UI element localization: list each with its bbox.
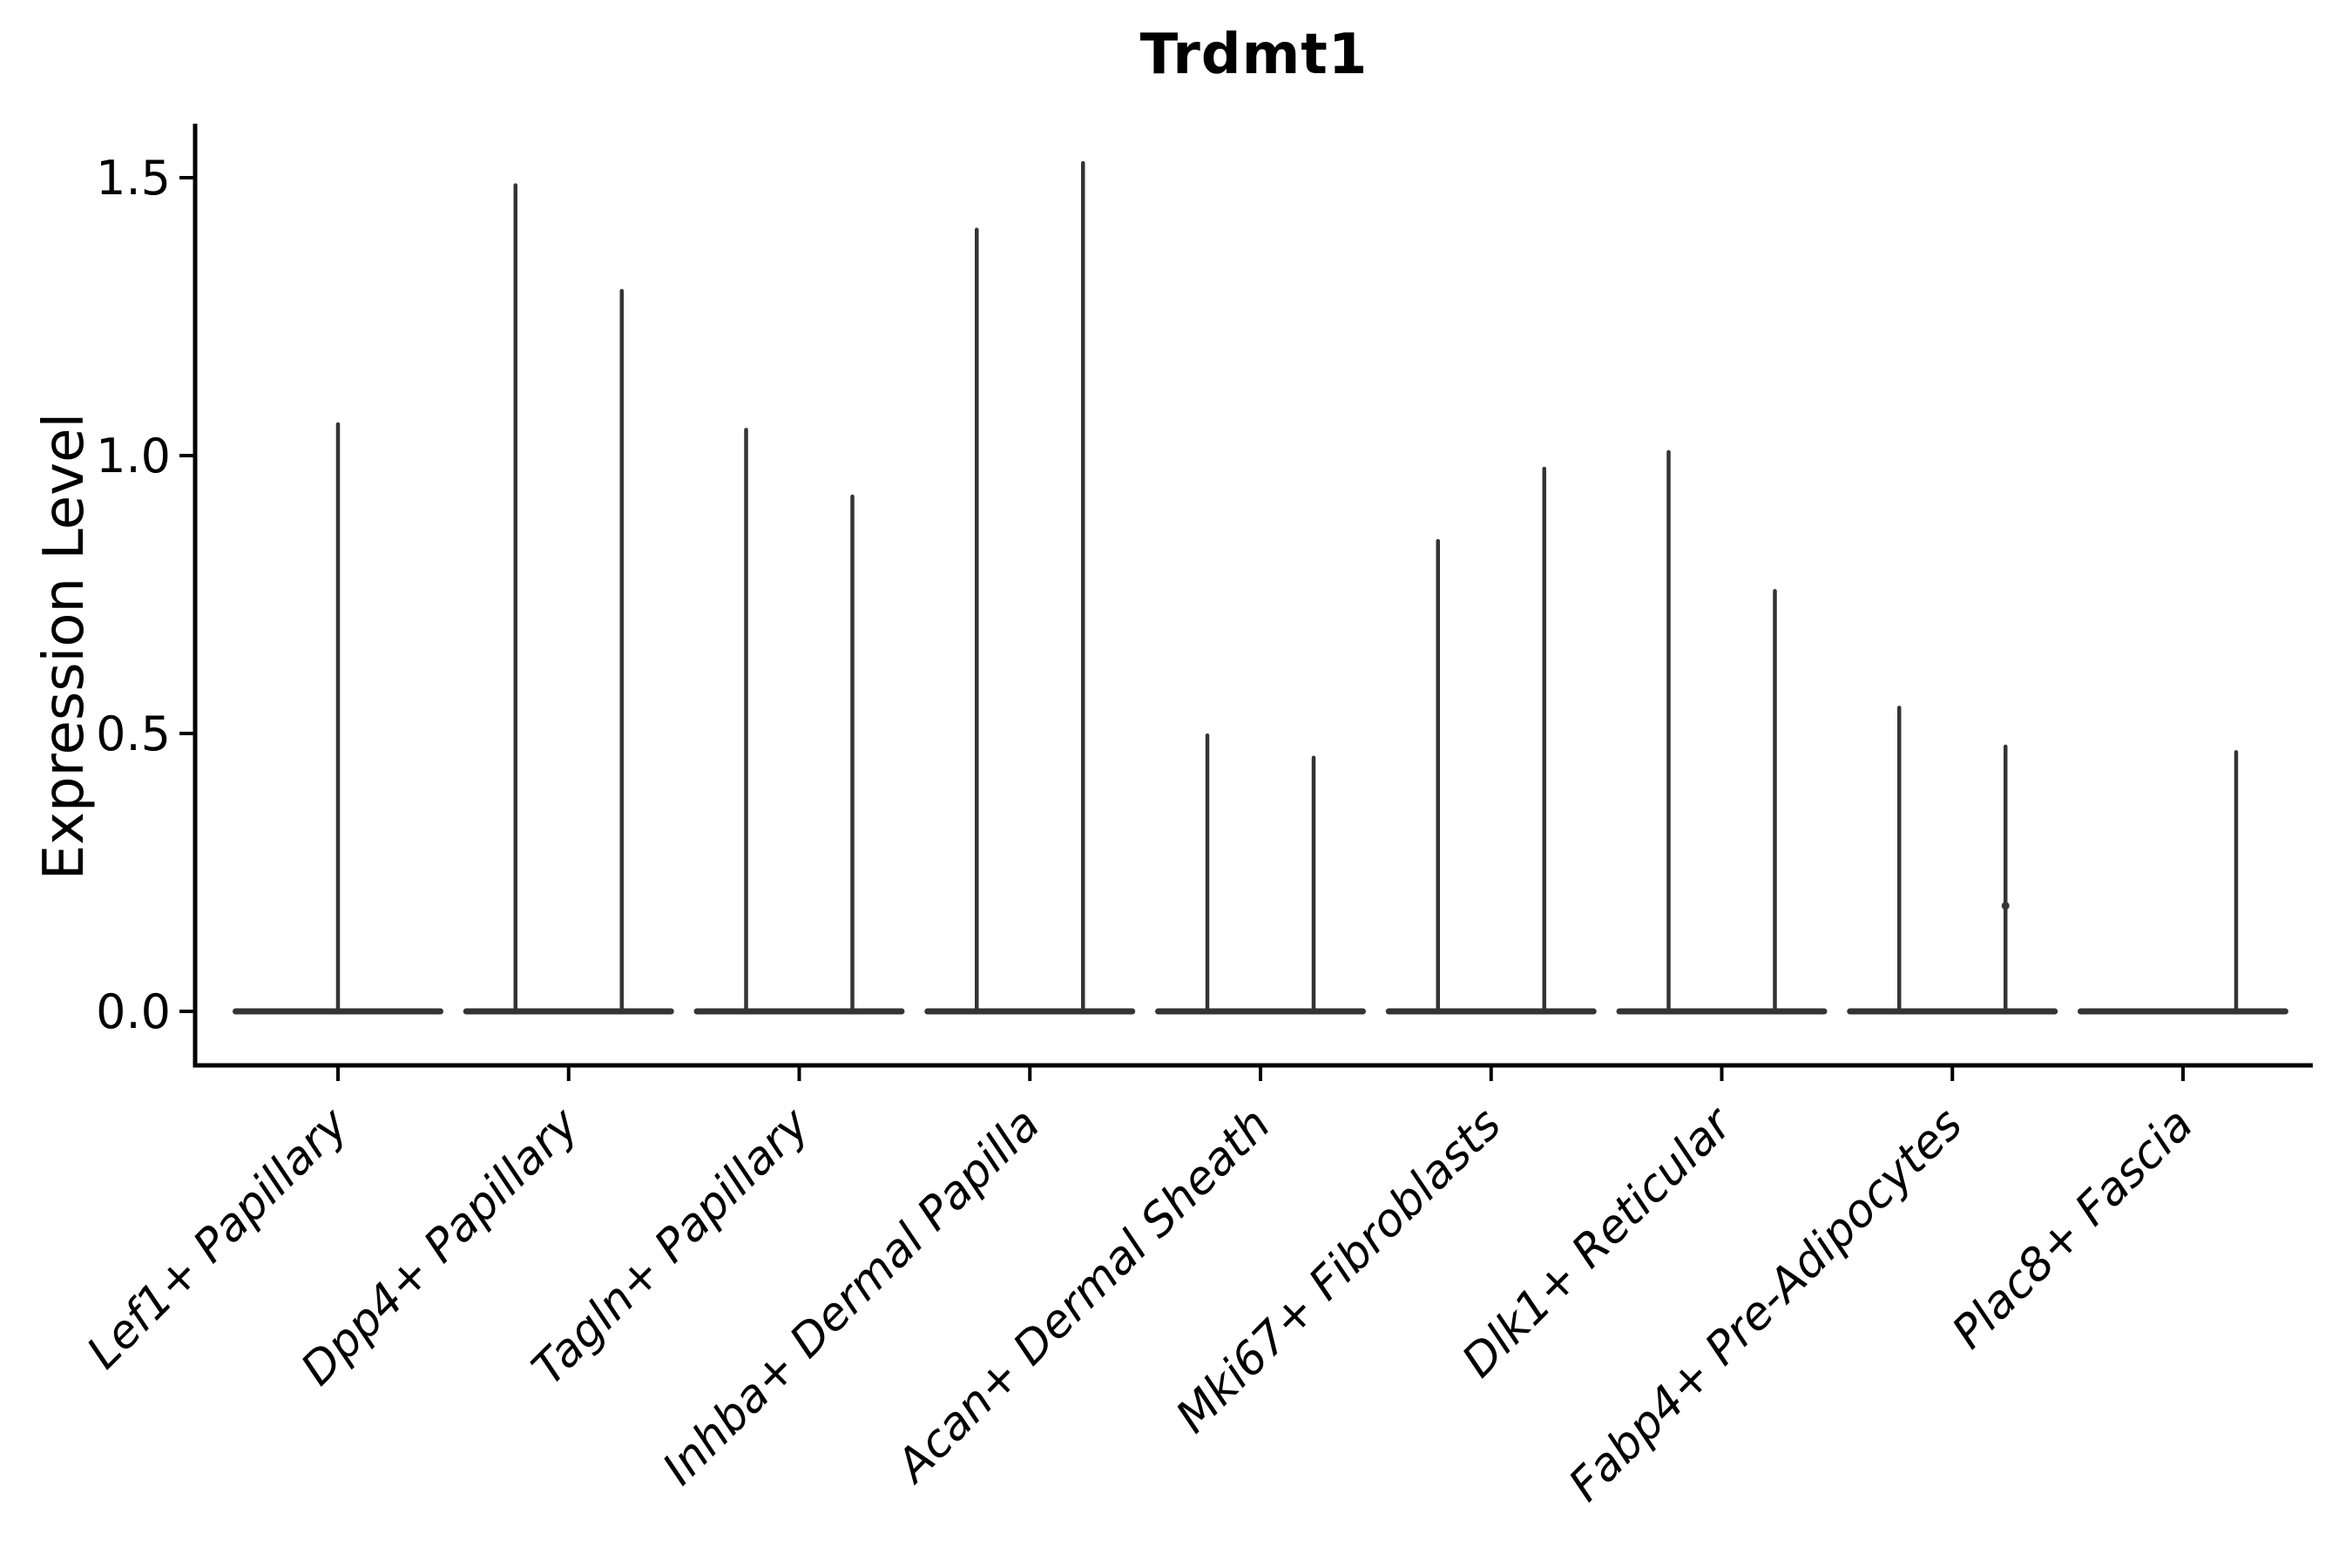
- y-tick-label: 1.5: [96, 151, 171, 206]
- y-tick-label: 0.5: [96, 706, 171, 761]
- violin-spike: [744, 428, 748, 1015]
- x-tick-label: Fabp4+ Pre-Adipocytes: [1559, 1098, 1973, 1512]
- violin-base: [463, 1008, 674, 1015]
- violin-spike: [975, 227, 979, 1015]
- violin-spike: [1081, 160, 1085, 1015]
- x-tick-label: Plac8+ Fascia: [1943, 1098, 2203, 1359]
- violin-point: [2001, 902, 2010, 910]
- violin-spike: [850, 494, 855, 1015]
- y-axis-label: Expression Level: [32, 412, 97, 881]
- violin-spike: [1897, 706, 1902, 1015]
- violin-spike: [1542, 466, 1546, 1015]
- violin-base: [693, 1008, 905, 1015]
- y-tick-label: 1.0: [96, 429, 171, 483]
- violin-spike: [513, 183, 517, 1015]
- violin-base: [1616, 1008, 1828, 1015]
- violin-base: [1385, 1008, 1597, 1015]
- violin-spike: [1311, 755, 1316, 1015]
- violin-base: [2078, 1008, 2288, 1015]
- violin-spike: [1205, 733, 1210, 1015]
- violin-spike: [1666, 449, 1671, 1015]
- chart-title: Trdmt1: [1139, 23, 1369, 87]
- violin-base: [924, 1008, 1136, 1015]
- x-tick-label: Inhba+ Dermal Papilla: [653, 1098, 1051, 1496]
- violin-spike: [619, 288, 624, 1015]
- y-tick-label: 0.0: [96, 984, 171, 1039]
- violin-spike: [2234, 750, 2239, 1015]
- x-tick-label: Acan+ Dermal Sheath: [885, 1098, 1281, 1494]
- violin-base: [1155, 1008, 1366, 1015]
- violin-base: [1847, 1008, 2058, 1015]
- violin-spike: [1773, 589, 1777, 1015]
- violin-spike: [335, 422, 341, 1015]
- violin-spike: [2004, 744, 2008, 1015]
- violin-spike: [1436, 538, 1440, 1015]
